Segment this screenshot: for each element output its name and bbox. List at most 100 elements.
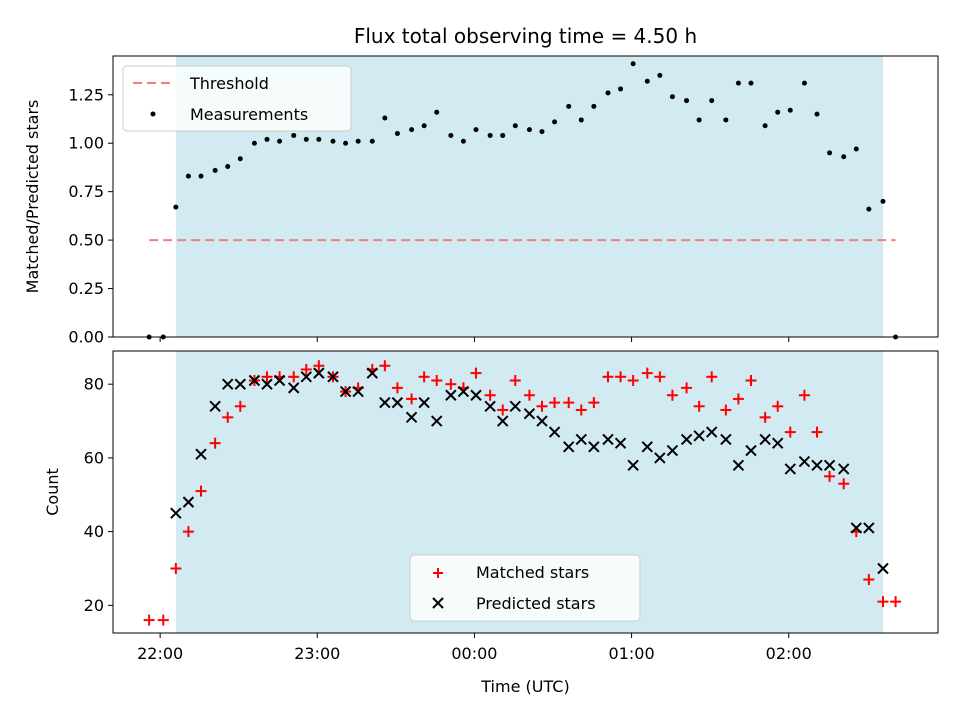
- top-y-tick-label: 1.00: [68, 134, 104, 153]
- x-tick-label: 01:00: [609, 644, 655, 663]
- predicted-star-point: [366, 367, 378, 379]
- matched-star-point: [877, 596, 889, 608]
- predicted-star-point: [759, 433, 771, 446]
- measurement-point: [173, 204, 179, 210]
- matched-star-point: [391, 382, 403, 394]
- matched-star-point: [863, 574, 875, 586]
- measurement-point: [644, 78, 650, 84]
- bottom-y-ticks: 20 40 60 80: [84, 375, 113, 615]
- measurement-point: [657, 72, 663, 78]
- bottom-legend: Matched stars Predicted stars: [409, 554, 641, 622]
- x-axis-label: Time (UTC): [480, 677, 569, 696]
- matched-star-point: [615, 371, 627, 383]
- bottom-y-axis-label: Count: [43, 468, 62, 516]
- measurement-point: [473, 127, 479, 133]
- predicted-star-point: [838, 463, 850, 475]
- predicted-star-point: [614, 437, 627, 449]
- matched-star-point: [261, 371, 273, 383]
- measurement-point: [264, 136, 270, 142]
- predicted-star-point: [418, 396, 430, 409]
- bottom-y-tick-label: 40: [84, 522, 104, 541]
- measurement-point: [394, 131, 400, 137]
- measurement-point: [775, 109, 781, 115]
- legend-measurements-swatch: [150, 111, 156, 117]
- matched-star-point: [222, 411, 234, 423]
- measurement-point: [198, 173, 204, 179]
- predicted-star-point: [405, 411, 418, 424]
- predicted-star-point: [195, 448, 207, 460]
- matched-star-point: [563, 397, 575, 409]
- predicted-star-point: [588, 441, 600, 453]
- measurement-point: [669, 94, 675, 100]
- matched-star-point: [470, 367, 482, 379]
- measurement-point: [827, 150, 833, 156]
- matched-star-point: [666, 389, 678, 401]
- predicted-star-point: [641, 441, 653, 453]
- measurement-point: [434, 109, 440, 115]
- predicted-star-point: [391, 396, 404, 409]
- matched-star-point: [784, 426, 796, 438]
- chart-title: Flux total observing time = 4.50 h: [354, 24, 697, 48]
- measurement-point: [185, 173, 191, 179]
- predicted-star-point: [170, 507, 182, 519]
- measurement-point: [316, 136, 322, 142]
- predicted-star-point: [209, 400, 221, 413]
- measurement-point: [591, 103, 597, 109]
- top-y-tick-label: 0.25: [68, 279, 104, 298]
- measurement-point: [762, 123, 768, 129]
- bottom-x-ticks: 22:00 23:00 00:00 01:00 02:00: [137, 633, 812, 663]
- matched-star-point: [772, 400, 784, 412]
- predicted-star-point: [523, 407, 536, 420]
- measurement-point: [748, 80, 754, 86]
- measurement-point: [409, 127, 415, 133]
- predicted-star-point: [339, 385, 352, 398]
- top-y-tick-label: 0.50: [68, 231, 104, 250]
- measurement-point: [539, 129, 545, 135]
- matched-star-point: [759, 411, 771, 423]
- predicted-star-point: [706, 426, 718, 438]
- predicted-star-point: [745, 444, 757, 457]
- matched-star-point: [418, 371, 430, 383]
- measurement-point: [330, 138, 336, 144]
- matched-star-point: [288, 371, 300, 383]
- top-y-tick-label: 0.00: [68, 328, 104, 347]
- measurement-point: [814, 111, 820, 117]
- predicted-star-point: [431, 415, 443, 427]
- predicted-star-point: [850, 522, 862, 534]
- measurement-point: [578, 117, 584, 123]
- top-x-ticks: [159, 337, 790, 342]
- predicted-star-point: [798, 455, 811, 468]
- measurement-point: [866, 206, 872, 212]
- predicted-star-point: [563, 441, 575, 453]
- matched-star-point: [627, 374, 639, 386]
- matched-star-point: [379, 360, 391, 372]
- measurement-point: [880, 198, 886, 204]
- measurement-point: [526, 127, 532, 133]
- legend-threshold-label: Threshold: [189, 74, 269, 93]
- predicted-star-point: [680, 433, 693, 446]
- measurement-point: [853, 146, 859, 152]
- predicted-star-point: [720, 433, 732, 446]
- matched-star-point: [549, 397, 561, 409]
- predicted-star-point: [823, 459, 836, 471]
- bottom-axes-frame: [112, 350, 939, 634]
- measurement-point: [500, 132, 506, 138]
- x-tick-label: 23:00: [294, 644, 340, 663]
- matched-star-point: [484, 389, 496, 401]
- measurement-point: [448, 132, 454, 138]
- matched-star-point: [497, 404, 509, 416]
- measurement-point: [303, 136, 309, 142]
- predicted-star-point: [248, 374, 261, 387]
- predicted-star-point: [575, 433, 587, 446]
- measurement-point: [735, 80, 741, 86]
- predicted-star-point: [457, 385, 470, 398]
- matched-star-point: [838, 478, 850, 490]
- legend-matched-label: Matched stars: [476, 563, 589, 582]
- matched-star-point: [654, 371, 666, 383]
- predicted-star-point: [182, 496, 195, 508]
- top-legend: Threshold Measurements: [122, 65, 352, 132]
- measurement-point: [605, 90, 611, 96]
- measurement-point: [343, 140, 349, 146]
- measurement-point: [369, 138, 375, 144]
- top-y-axis-label: Matched/Predicted stars: [23, 100, 42, 294]
